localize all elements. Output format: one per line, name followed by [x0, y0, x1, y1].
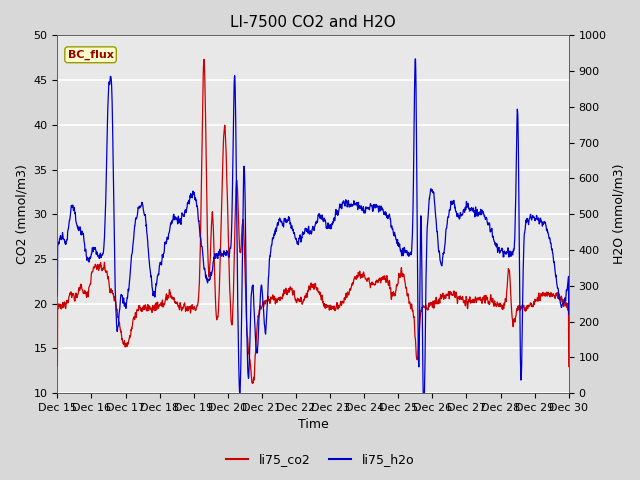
Legend: li75_co2, li75_h2o: li75_co2, li75_h2o	[221, 448, 419, 471]
X-axis label: Time: Time	[298, 419, 328, 432]
Y-axis label: H2O (mmol/m3): H2O (mmol/m3)	[612, 164, 625, 264]
Title: LI-7500 CO2 and H2O: LI-7500 CO2 and H2O	[230, 15, 396, 30]
Text: BC_flux: BC_flux	[68, 49, 113, 60]
Y-axis label: CO2 (mmol/m3): CO2 (mmol/m3)	[15, 164, 28, 264]
